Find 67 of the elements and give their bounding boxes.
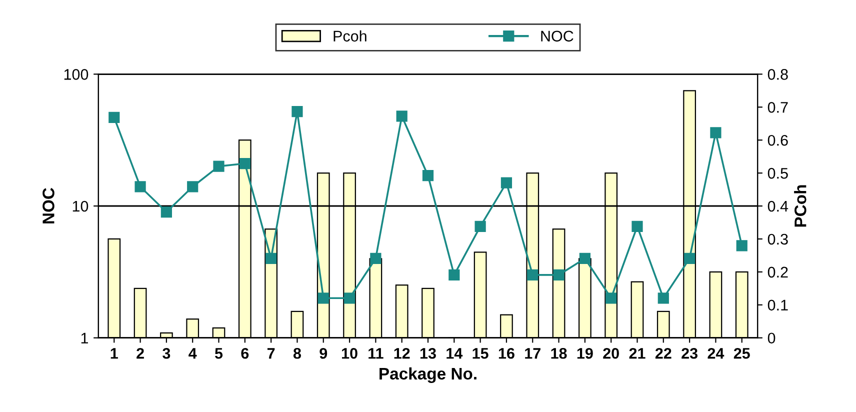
y2-tick-label: 0.1 [768, 300, 788, 311]
legend-label: Pcoh [334, 30, 366, 42]
point [134, 181, 146, 192]
point [710, 127, 722, 138]
x-tick-label: 13 [420, 348, 436, 359]
x-tick-label: 20 [603, 348, 619, 359]
y2-tick-label: 0.3 [768, 234, 788, 245]
x-tick-label: 5 [214, 348, 223, 359]
y2-tick-label: 0.4 [768, 200, 788, 212]
y2-tick-label: 0.2 [768, 266, 788, 278]
x-tick-label: 6 [241, 348, 249, 359]
legend-label: NOC [541, 30, 574, 42]
y2-tick-label: 0.5 [768, 168, 788, 179]
point [474, 220, 486, 232]
point [422, 170, 434, 182]
y2-tick-label: 0.7 [768, 102, 788, 113]
x-tick-label: 9 [320, 348, 328, 359]
x-tick-label: 21 [629, 348, 646, 359]
point [606, 292, 617, 304]
point [292, 106, 303, 118]
point [266, 252, 277, 264]
point [736, 240, 748, 252]
y-tick-label: 10 [72, 200, 88, 212]
point [658, 292, 669, 304]
x-tick-label: 14 [446, 348, 463, 359]
point [370, 252, 382, 264]
x-tick-label: 19 [577, 348, 593, 359]
x-tick-label: 16 [498, 348, 514, 359]
x-tick-label: 22 [655, 348, 672, 359]
point [553, 269, 564, 280]
x-tick-label: 8 [293, 348, 301, 359]
x-tick-label: 11 [368, 348, 384, 359]
x-tick-label: 24 [708, 348, 724, 359]
point [344, 292, 356, 304]
point [187, 181, 198, 192]
y2-tick-label: 0.8 [768, 69, 788, 80]
point [239, 158, 250, 170]
x-tick-label: 7 [267, 348, 275, 359]
point [213, 160, 224, 172]
point [632, 220, 643, 232]
x-tick-label: 18 [551, 348, 567, 359]
point [527, 269, 538, 280]
y-axis-title: NOC [42, 188, 54, 224]
point [500, 177, 512, 188]
point [448, 269, 460, 280]
x-tick-label: 4 [188, 348, 197, 359]
y-tick-label: 100 [64, 69, 88, 80]
y2-tick-label: 0 [768, 332, 776, 344]
y2-tick-label: 0.6 [768, 134, 788, 146]
point [684, 252, 696, 264]
point [108, 112, 120, 123]
y-tick-label: 1 [81, 332, 88, 344]
x-axis-title: Package No. [380, 367, 476, 383]
x-tick-label: 10 [342, 348, 358, 359]
point [579, 252, 590, 264]
x-tick-label: 3 [162, 348, 170, 359]
x-tick-label: 17 [525, 348, 540, 359]
x-tick-label: 12 [394, 348, 410, 359]
point [318, 292, 329, 304]
x-tick-label: 15 [472, 348, 488, 359]
x-tick-label: 25 [734, 348, 750, 359]
point [396, 110, 408, 122]
x-tick-label: 2 [136, 348, 144, 359]
x-tick-label: 1 [110, 348, 118, 359]
point [160, 206, 172, 218]
x-tick-label: 23 [682, 348, 698, 359]
y2-axis-title: PCoh [794, 185, 806, 227]
